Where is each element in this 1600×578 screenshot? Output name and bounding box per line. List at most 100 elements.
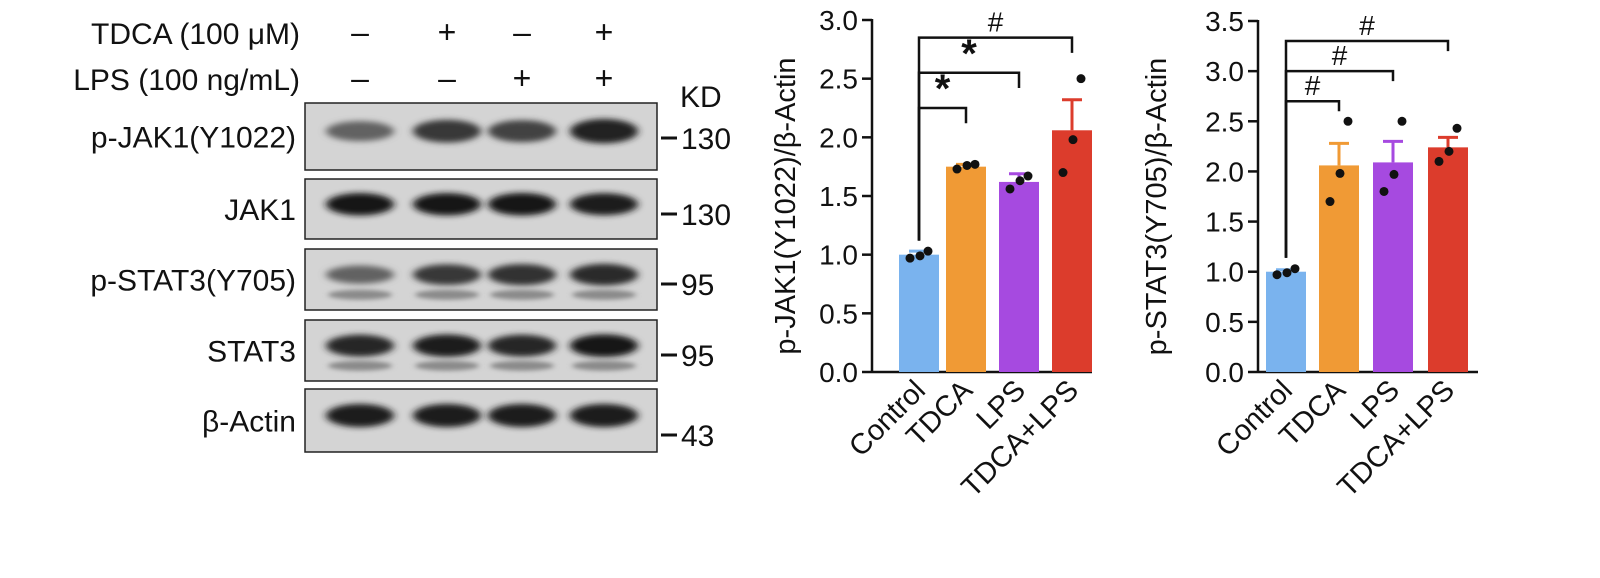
kd-header: KD [680,81,722,114]
kd-marker-label: 95 [681,340,714,373]
blot-band-lower [490,360,554,371]
kd-marker-label: 95 [681,269,714,302]
blot-band [570,334,638,358]
significance-bracket [917,36,1074,241]
y-tick-label: 3.0 [1205,56,1244,87]
data-point [1076,74,1086,84]
blot-band [326,121,394,142]
bar [999,181,1039,372]
blot-band [413,119,481,143]
blot-band [413,264,481,286]
data-point [1015,176,1025,186]
significance-mark: * [935,67,951,111]
treatment-sign: + [595,14,614,50]
data-point [1325,197,1335,207]
blot-band-lower [415,360,479,371]
blot-band [413,192,481,216]
y-tick-label: 0.0 [819,357,858,388]
y-tick-label: 1.5 [819,181,858,212]
bar [1052,130,1092,372]
y-tick-label: 2.0 [1205,156,1244,187]
blot-band [413,403,481,428]
treatment-sign: + [513,60,532,96]
data-point [1434,156,1444,166]
data-point [1282,268,1292,278]
blot-bands [326,403,638,428]
bar [1428,147,1468,372]
blot-band [488,192,556,216]
data-point [1290,264,1300,274]
blot-bands [326,263,638,300]
blot-band [570,118,638,144]
data-point [962,160,972,170]
data-point [970,159,980,169]
y-tick-label: 3.0 [819,5,858,36]
treatment-label: TDCA (100 μM) [91,18,300,51]
data-point [915,251,925,261]
y-tick-label: 0.5 [819,298,858,329]
blot-band [488,120,556,143]
data-point [1397,116,1407,126]
data-point [1068,135,1078,145]
data-point [1335,168,1345,178]
protein-label: p-STAT3(Y705) [90,265,296,298]
data-point [905,253,915,263]
treatment-sign: + [595,60,614,96]
chart-pjak1: 0.0 0.5 1.0 1.5 2.0 2.5 3.0 p-JAK1(Y1022)/β-Act… [770,5,1092,504]
bar [1319,165,1359,372]
y-tick-label: 0.5 [1205,307,1244,338]
y-tick-label: 1.0 [819,240,858,271]
protein-label: STAT3 [207,336,296,369]
protein-label: p-JAK1(Y1022) [91,122,296,155]
treatment-sign: – [438,60,456,96]
data-point [1452,123,1462,133]
data-point [1379,186,1389,196]
y-tick-label: 1.0 [1205,257,1244,288]
treatment-sign: – [513,14,531,50]
blot-band [326,334,394,357]
treatment-sign: – [351,60,369,96]
kd-marker-label: 43 [681,420,714,453]
data-point [923,246,933,256]
blot-band-lower [328,360,392,371]
data-point [1058,168,1068,178]
blot-bands [326,334,638,371]
y-axis-title: p-JAK1(Y1022)/β-Actin [770,57,802,354]
treatment-sign: + [438,14,457,50]
y-tick-label: 2.5 [1205,106,1244,137]
protein-label: β-Actin [202,406,296,439]
blot-band [488,334,556,357]
significance-mark: # [1305,70,1321,101]
y-tick-label: 1.5 [1205,207,1244,238]
blot-bands [326,118,638,144]
y-tick-label: 2.5 [819,64,858,95]
blot-band [488,263,556,286]
chart-pstat3: 0.0 0.5 1.0 1.5 2.0 2.5 3.0 3.5 p-STAT3(Y705)/β-… [1141,6,1478,504]
kd-marker-label: 130 [681,199,731,232]
data-point [1343,116,1353,126]
y-axis-title: p-STAT3(Y705)/β-Actin [1141,58,1173,356]
data-point [952,164,962,174]
blot-band [326,192,394,216]
protein-label: JAK1 [224,194,296,227]
blot-band [488,403,556,428]
blot-band [570,193,638,216]
y-tick-label: 3.5 [1205,6,1244,37]
blot-band-lower [572,360,636,371]
blot-band-lower [328,289,392,300]
blot-bands [326,192,638,216]
significance-mark: * [961,32,977,76]
data-point [1023,171,1033,181]
data-point [1005,184,1015,194]
significance-mark: # [1359,10,1375,41]
bar [1266,271,1306,372]
blot-band-lower [572,289,636,300]
bar [1373,162,1413,372]
western-blot: TDCA (100 μM) – + – + LPS (100 ng/mL) – – + + KD p-… [73,14,731,453]
blot-band [326,403,394,428]
y-tick-label: 0.0 [1205,357,1244,388]
treatment-sign: – [351,14,369,50]
bar [899,254,939,372]
treatment-label: LPS (100 ng/mL) [73,64,300,97]
blot-band [413,334,481,357]
